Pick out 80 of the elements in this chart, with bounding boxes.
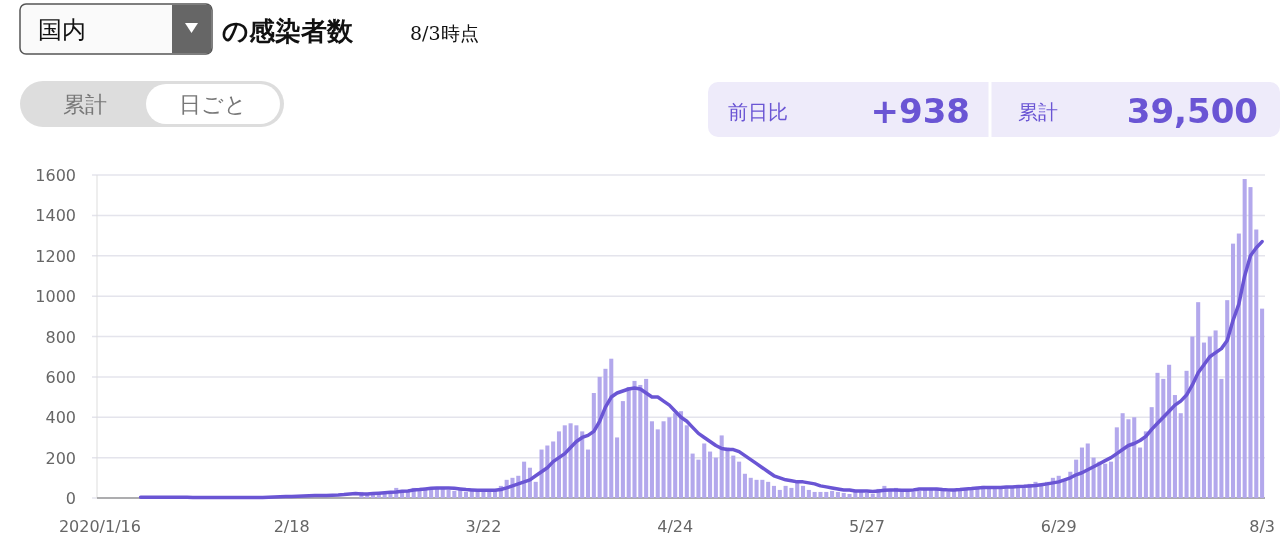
bar [830, 490, 835, 498]
bar [591, 393, 596, 498]
bar [737, 461, 742, 498]
bar [1085, 443, 1090, 498]
y-tick-label: 1400 [35, 206, 76, 226]
x-tick-label: 4/24 [657, 517, 694, 536]
bar [1138, 447, 1143, 498]
x-tick-label: 3/22 [465, 517, 502, 536]
bar [748, 477, 753, 498]
bar [1132, 417, 1137, 498]
y-tick-label: 1600 [35, 166, 76, 185]
line-series [138, 239, 1264, 500]
bar [609, 358, 614, 498]
bar [1143, 431, 1148, 498]
bar [562, 425, 567, 498]
bar [1079, 447, 1084, 498]
bar [1260, 308, 1265, 498]
bar [655, 429, 660, 498]
bar [771, 485, 777, 498]
bar [870, 493, 875, 498]
chart-subtitle: 8/3時点 [410, 22, 479, 44]
bar [992, 488, 997, 498]
bar [551, 441, 556, 498]
bar [1103, 463, 1108, 498]
bar [556, 431, 561, 498]
y-tick-label: 200 [45, 448, 76, 468]
bar [835, 491, 840, 498]
bar [708, 451, 713, 498]
bar [1172, 395, 1177, 498]
y-tick-label: 1200 [35, 246, 76, 266]
y-tick-label: 400 [45, 408, 76, 428]
bar [463, 491, 469, 498]
bar [742, 473, 747, 498]
bar [620, 401, 625, 498]
bar [1225, 300, 1230, 498]
chart-title: の感染者数 [222, 16, 354, 46]
bar [702, 443, 707, 498]
bar [713, 457, 718, 498]
bar [580, 431, 585, 498]
bar [684, 425, 689, 498]
bar [777, 489, 782, 498]
bar [533, 481, 538, 498]
text: 39,500 [1126, 91, 1258, 131]
x-tick-label: 8/3 [1249, 517, 1275, 536]
x-tick-label: 6/29 [1040, 517, 1077, 536]
x-tick-label: 2020/1/16 [58, 517, 141, 536]
x-tick-label: 5/27 [848, 517, 885, 536]
bar [1114, 427, 1119, 498]
y-tick-label: 0 [65, 489, 76, 508]
bar [801, 485, 806, 498]
bar [1207, 336, 1212, 498]
bar [1201, 342, 1207, 498]
text: 累計 [1018, 100, 1058, 124]
y-tick-label: 800 [45, 327, 76, 347]
bar [1021, 487, 1026, 498]
bar [1167, 364, 1172, 498]
bar [585, 449, 591, 498]
bar [824, 491, 829, 498]
text: 累計 [63, 92, 107, 117]
bar [644, 378, 649, 498]
text: 日ごと [179, 92, 247, 117]
text: 国内 [38, 16, 86, 44]
text: +938 [870, 91, 970, 131]
bar [1108, 461, 1114, 498]
bar [615, 437, 620, 498]
y-tick-label: 600 [45, 367, 76, 387]
bar [1236, 233, 1241, 498]
bar [1178, 413, 1183, 498]
bar [678, 411, 684, 498]
bar [1196, 302, 1201, 498]
y-tick-label: 1000 [35, 287, 76, 307]
bar [649, 421, 654, 498]
x-tick-label: 2/18 [273, 517, 310, 536]
bar [806, 489, 811, 498]
bar [1231, 243, 1236, 498]
bar [766, 481, 771, 498]
bar [917, 490, 922, 498]
bar [673, 413, 678, 498]
text: 前日比 [728, 100, 788, 124]
bar [864, 492, 869, 498]
